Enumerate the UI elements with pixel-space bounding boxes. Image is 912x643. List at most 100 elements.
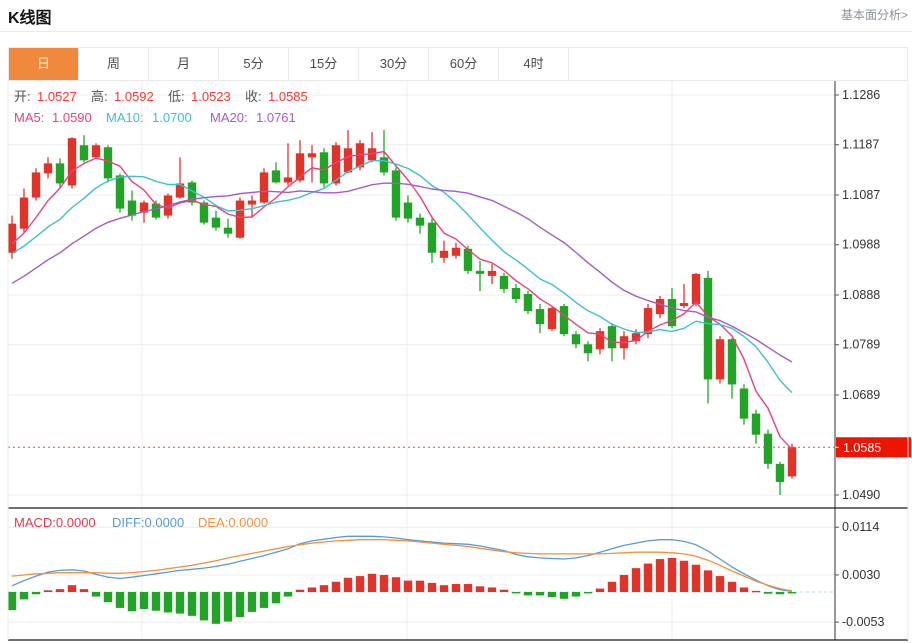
tab-week[interactable]: 周 [79,48,149,80]
candle-up [19,197,29,229]
tab-m60[interactable]: 60分 [429,48,499,80]
candle-down [415,217,425,226]
badge-background [836,437,911,458]
tab-month[interactable]: 月 [149,48,219,80]
macd-bar [787,592,797,594]
macd-bar [763,592,773,594]
candle-up [343,148,353,173]
macd-bar [475,586,485,592]
candle-up [7,223,17,253]
kline-chart[interactable]: 1.1286 1.1187 1.1087 1.0988 1.0888 1.0789 1.06… [0,81,912,643]
candle-down [571,334,581,345]
candle-up [91,145,101,158]
macd-bar [427,582,437,592]
diff-value: DIFF:0.0000 [112,515,184,530]
macd-bar [211,592,221,624]
macd-tick-label: 0.0030 [842,568,880,582]
candle-down [103,147,113,179]
ma5-label: MA5: [14,110,44,125]
candle-down [403,202,413,219]
macd-bar [259,592,269,608]
macd-bar [727,581,737,592]
candle-up [547,308,557,330]
close-value: 1.0585 [268,89,308,104]
candle-up [691,273,701,305]
ma5-value: 1.0590 [52,110,92,125]
candle-down [115,175,125,209]
macd-bar [523,592,533,596]
candle-down [607,326,617,349]
macd-bar [79,589,89,592]
high-label: 高: [91,89,108,104]
tab-day[interactable]: 日 [9,48,79,80]
candle-up [643,308,653,335]
ma20-value: 1.0761 [256,110,296,125]
candle-down [199,202,209,223]
candle-down [79,145,89,161]
dea-line [11,539,793,592]
price-tick-label: 1.0988 [842,238,880,252]
candle-up [451,247,461,256]
ma10-label: MA10: [106,110,144,125]
macd-bar [691,564,701,592]
candle-down [751,413,761,435]
tab-m15[interactable]: 15分 [289,48,359,80]
macd-bar [295,589,305,592]
macd-bar [19,592,29,600]
candle-up [307,153,317,158]
candle-up [31,172,41,198]
macd-bar [415,580,425,592]
candle-down [223,227,233,234]
candle-up [259,172,269,203]
macd-bar [715,576,725,592]
macd-bar [667,557,677,592]
macd-bar [643,563,653,592]
macd-bar [175,592,185,614]
macd-bar [547,592,557,598]
open-value: 1.0527 [37,89,77,104]
ma10-value: 1.0700 [152,110,192,125]
price-axis: 1.1286 1.1187 1.1087 1.0988 1.0888 1.0789 1.06… [834,81,884,640]
tab-m30[interactable]: 30分 [359,48,429,80]
macd-bar [163,592,173,613]
macd-bar [223,592,233,622]
macd-bar [343,577,353,592]
candle-up [715,339,725,380]
macd-bar [451,584,461,592]
candle-up [43,163,53,174]
candle-up [247,200,257,205]
header-divider [0,31,912,32]
macd-bar [367,573,377,592]
candle-down [379,157,389,173]
macd-bar [55,589,65,592]
candle-down [475,270,485,274]
candle-down [583,344,593,354]
tab-h4[interactable]: 4时 [499,48,569,80]
macd-bar [751,590,761,593]
macd-bar [31,592,41,595]
candle-down [499,275,509,289]
macd-tick-label: -0.0053 [842,615,884,629]
price-tick-label: 1.1087 [842,188,880,202]
price-tick-label: 1.0490 [842,488,880,502]
tab-m5[interactable]: 5分 [219,48,289,80]
candle-down [523,293,533,312]
candle-down [703,277,713,380]
candle-down [127,200,137,216]
current-price-label: 1.0585 [843,441,881,455]
candle-down [427,222,437,253]
candle-down [463,248,473,271]
ma20-line [11,182,793,363]
macd-bar [127,592,137,612]
macd-bar [379,574,389,592]
candle-down [319,152,329,184]
price-tick-label: 1.1286 [842,88,880,102]
low-label: 低: [168,89,185,104]
macd-bar [319,585,329,592]
fundamental-analysis-link[interactable]: 基本面分析> [840,8,908,22]
current-price-badge: 1.0585 [835,437,911,458]
macd-bar [271,592,281,604]
macd-bar [439,585,449,592]
macd-bar [307,587,317,592]
